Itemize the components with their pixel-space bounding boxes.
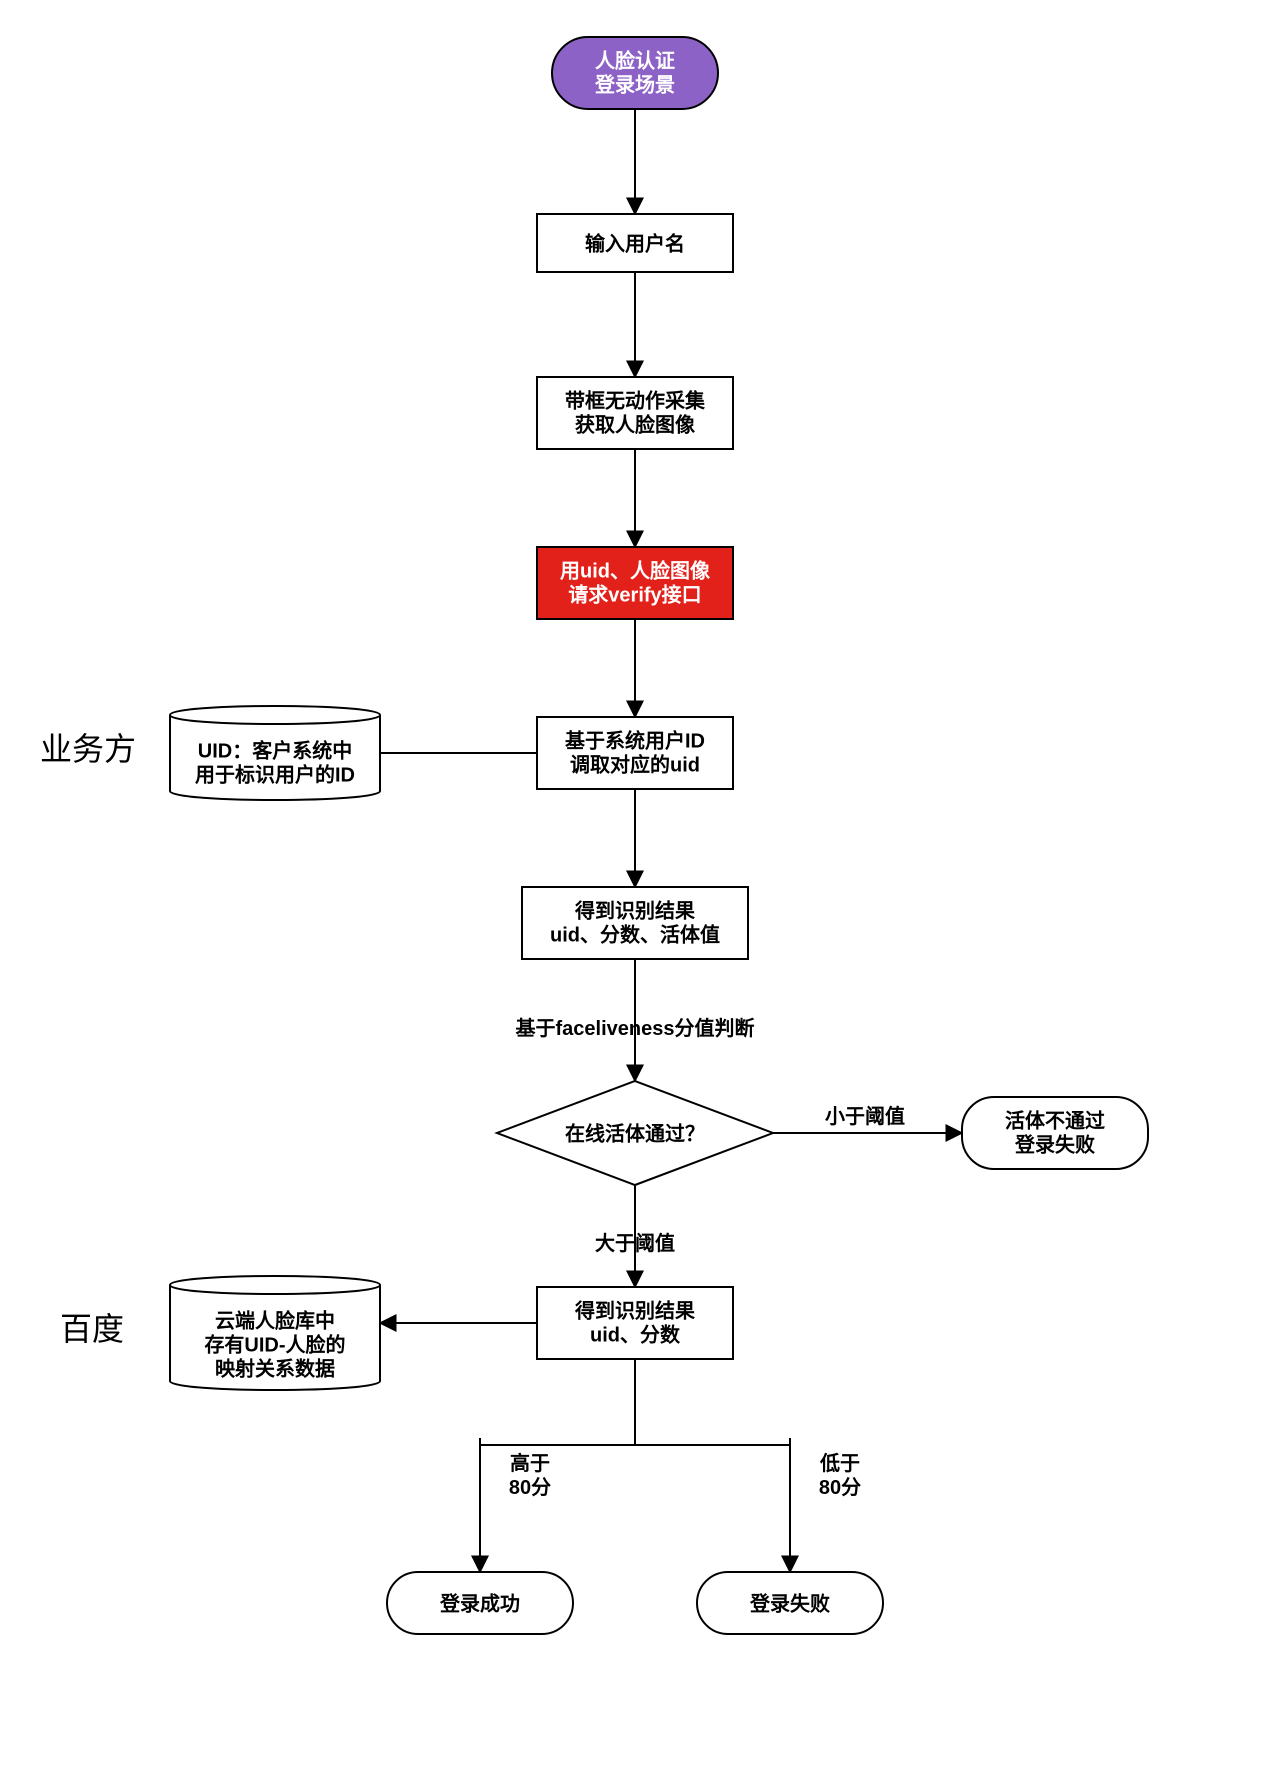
node-liveness-fail: 活体不通过 登录失败: [962, 1097, 1148, 1169]
side-label-business: 业务方: [40, 731, 136, 767]
label-lt80-l2: 80分: [819, 1476, 861, 1499]
svg-text:活体不通过: 活体不通过: [1005, 1108, 1105, 1132]
node-login-success: 登录成功: [387, 1572, 573, 1634]
svg-text:存有UID-人脸的: 存有UID-人脸的: [204, 1332, 345, 1356]
svg-text:输入用户名: 输入用户名: [585, 231, 685, 255]
svg-text:得到识别结果: 得到识别结果: [574, 898, 695, 922]
node-login-fail: 登录失败: [697, 1572, 883, 1634]
node-uid-database: UID：客户系统中 用于标识用户的ID: [170, 706, 380, 800]
svg-text:获取人脸图像: 获取人脸图像: [575, 412, 696, 436]
svg-text:请求verify接口: 请求verify接口: [568, 582, 701, 606]
node-verify-request: 用uid、人脸图像 请求verify接口: [537, 547, 733, 619]
svg-text:调取对应的uid: 调取对应的uid: [570, 752, 700, 776]
node-input-username: 输入用户名: [537, 214, 733, 272]
node-result2: 得到识别结果 uid、分数: [537, 1287, 733, 1359]
svg-text:登录失败: 登录失败: [749, 1591, 830, 1615]
label-lt-threshold: 小于阈值: [825, 1104, 905, 1128]
svg-text:用uid、人脸图像: 用uid、人脸图像: [560, 558, 711, 582]
svg-text:云端人脸库中: 云端人脸库中: [215, 1308, 335, 1332]
node-decision-liveness: 在线活体通过？: [497, 1081, 773, 1185]
svg-text:人脸认证: 人脸认证: [595, 48, 675, 72]
svg-text:登录场景: 登录场景: [594, 72, 675, 96]
svg-text:映射关系数据: 映射关系数据: [215, 1356, 335, 1380]
node-start: 人脸认证 登录场景: [552, 37, 718, 109]
svg-text:uid、分数: uid、分数: [590, 1322, 681, 1346]
label-gt80-l2: 80分: [509, 1476, 551, 1499]
label-faceliveness: 基于faceliveness分值判断: [516, 1016, 755, 1040]
svg-text:uid、分数、活体值: uid、分数、活体值: [550, 922, 720, 946]
svg-text:基于系统用户ID: 基于系统用户ID: [565, 728, 705, 752]
svg-text:在线活体通过？: 在线活体通过？: [565, 1121, 705, 1145]
node-result1: 得到识别结果 uid、分数、活体值: [522, 887, 748, 959]
svg-text:带框无动作采集: 带框无动作采集: [565, 388, 706, 412]
node-capture-face: 带框无动作采集 获取人脸图像: [537, 377, 733, 449]
side-label-baidu: 百度: [60, 1311, 124, 1347]
label-gt80-l1: 高于: [510, 1451, 550, 1475]
label-lt80-l1: 低于: [819, 1451, 860, 1475]
label-gt-threshold: 大于阈值: [595, 1231, 675, 1255]
svg-text:用于标识用户的ID: 用于标识用户的ID: [195, 762, 355, 786]
svg-text:登录失败: 登录失败: [1014, 1132, 1095, 1156]
node-face-database: 云端人脸库中 存有UID-人脸的 映射关系数据: [170, 1276, 380, 1390]
svg-text:登录成功: 登录成功: [439, 1591, 520, 1615]
svg-text:UID：客户系统中: UID：客户系统中: [198, 738, 352, 762]
node-lookup-uid: 基于系统用户ID 调取对应的uid: [537, 717, 733, 789]
svg-text:得到识别结果: 得到识别结果: [574, 1298, 695, 1322]
